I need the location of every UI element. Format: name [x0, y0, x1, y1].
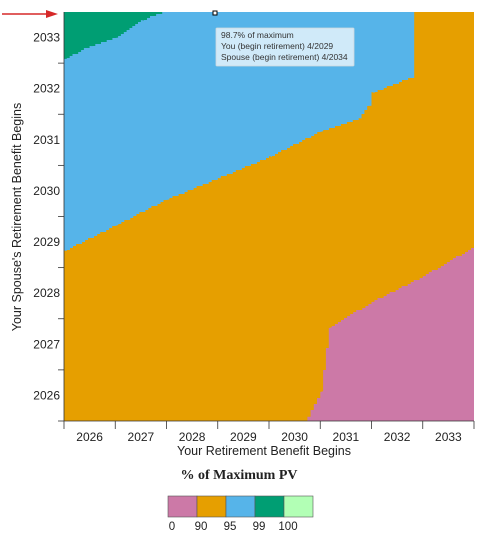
axes: 2026 2027 2028 2029 2030 2031 2032 2033 2026 2027…	[33, 12, 475, 444]
legend-label-100: 100	[278, 521, 297, 533]
y-tick-label-2028: 2028	[33, 286, 60, 300]
region-99-100[interactable]	[59, 7, 163, 59]
plot-regions[interactable]	[59, 7, 479, 426]
x-tick-label-2026: 2026	[76, 430, 103, 444]
legend-label-90: 90	[195, 521, 208, 533]
tooltip-line-3: Spouse (begin retirement) 4/2034	[221, 52, 348, 62]
x-tick-label-2032: 2032	[384, 430, 411, 444]
legend-swatch-1	[196, 495, 227, 518]
cursor-marker	[212, 10, 218, 16]
legend: 0 90 95 99 100	[167, 495, 314, 533]
legend-swatch-0	[167, 495, 198, 518]
tooltip-line-2: You (begin retirement) 4/2029	[221, 41, 333, 51]
tooltip-line-1: 98.7% of maximum	[221, 30, 294, 40]
hover-tooltip: 98.7% of maximum You (begin retirement) …	[215, 27, 355, 67]
x-tick-label-2027: 2027	[128, 430, 155, 444]
x-axis-title: Your Retirement Benefit Begins	[177, 444, 351, 458]
y-tick-label-2026: 2026	[33, 388, 60, 402]
x-tick-label-2033: 2033	[435, 430, 462, 444]
legend-label-99: 99	[253, 521, 266, 533]
x-tick-label-2029: 2029	[230, 430, 257, 444]
hover-cursor	[212, 10, 218, 16]
x-tick-label-2031: 2031	[333, 430, 360, 444]
legend-swatch-4	[283, 495, 314, 518]
y-tick-label-2030: 2030	[33, 184, 60, 198]
y-tick-label-2032: 2032	[33, 82, 60, 96]
y-tick-label-2033: 2033	[33, 31, 60, 45]
legend-swatch-2	[225, 495, 256, 518]
legend-label-95: 95	[224, 521, 237, 533]
legend-title: % of Maximum PV	[180, 468, 297, 483]
legend-swatch-3	[254, 495, 285, 518]
tooltip-box	[215, 27, 355, 67]
y-tick-label-2027: 2027	[33, 337, 60, 351]
y-tick-label-2029: 2029	[33, 235, 60, 249]
region-0-90[interactable]	[307, 246, 479, 426]
arrow-head	[46, 10, 58, 18]
annotation-arrow	[2, 10, 58, 18]
y-axis-title: Your Spouse's Retirement Benefit Begins	[10, 103, 24, 331]
y-tick-label-2031: 2031	[33, 133, 60, 147]
legend-label-0: 0	[169, 521, 175, 533]
plot-area[interactable]	[59, 7, 479, 426]
x-tick-label-2030: 2030	[281, 430, 308, 444]
x-tick-label-2028: 2028	[179, 430, 206, 444]
